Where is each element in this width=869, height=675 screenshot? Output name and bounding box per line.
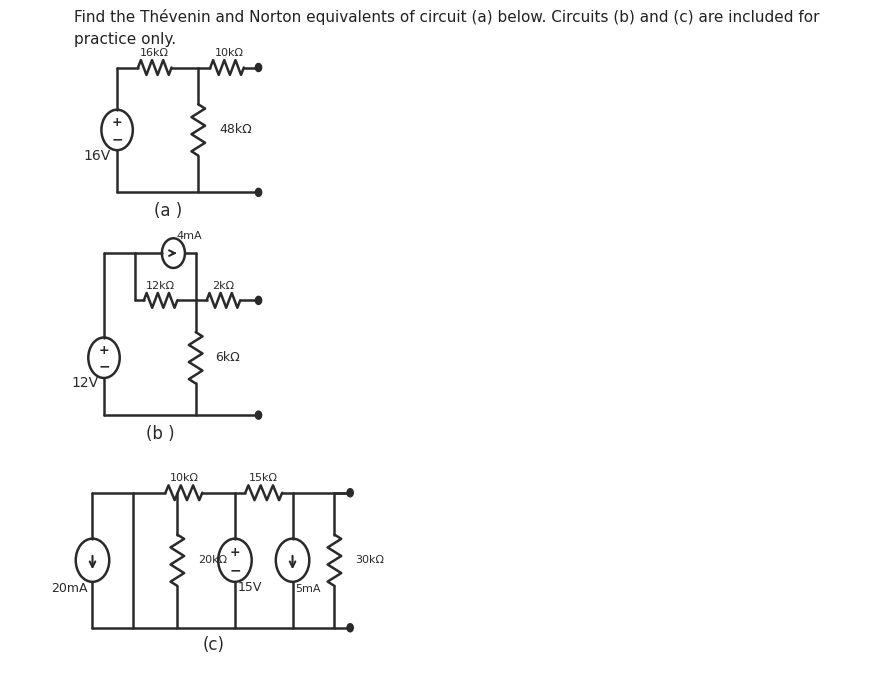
Text: +: +: [111, 116, 123, 130]
Text: 20kΩ: 20kΩ: [198, 556, 227, 565]
Text: 2kΩ: 2kΩ: [212, 281, 235, 290]
Text: 12kΩ: 12kΩ: [146, 281, 175, 290]
Text: 10kΩ: 10kΩ: [169, 473, 198, 483]
Circle shape: [347, 624, 353, 632]
Text: 16kΩ: 16kΩ: [140, 48, 169, 57]
Text: −: −: [111, 132, 123, 146]
Circle shape: [255, 296, 262, 304]
Text: +: +: [229, 546, 240, 559]
Text: 48kΩ: 48kΩ: [219, 124, 252, 136]
Circle shape: [347, 489, 353, 497]
Circle shape: [255, 63, 262, 72]
Text: (c): (c): [202, 637, 224, 654]
Circle shape: [255, 411, 262, 419]
Text: Find the Thévenin and Norton equivalents of circuit (a) below. Circuits (b) and : Find the Thévenin and Norton equivalents…: [74, 9, 819, 26]
Text: −: −: [98, 360, 109, 374]
Text: practice only.: practice only.: [74, 32, 176, 47]
Text: 16V: 16V: [83, 148, 110, 163]
Text: 30kΩ: 30kΩ: [355, 556, 384, 565]
Text: 4mA: 4mA: [176, 232, 202, 241]
Text: (b ): (b ): [146, 425, 175, 443]
Text: −: −: [229, 563, 241, 577]
Circle shape: [255, 188, 262, 196]
Text: 10kΩ: 10kΩ: [215, 48, 244, 57]
Text: 15V: 15V: [237, 580, 262, 594]
Text: 6kΩ: 6kΩ: [216, 351, 240, 364]
Text: 20mA: 20mA: [50, 582, 87, 595]
Text: +: +: [98, 344, 109, 357]
Text: 5mA: 5mA: [295, 584, 321, 593]
Text: (a ): (a ): [154, 202, 182, 220]
Text: 15kΩ: 15kΩ: [249, 473, 278, 483]
Text: 12V: 12V: [71, 377, 99, 390]
